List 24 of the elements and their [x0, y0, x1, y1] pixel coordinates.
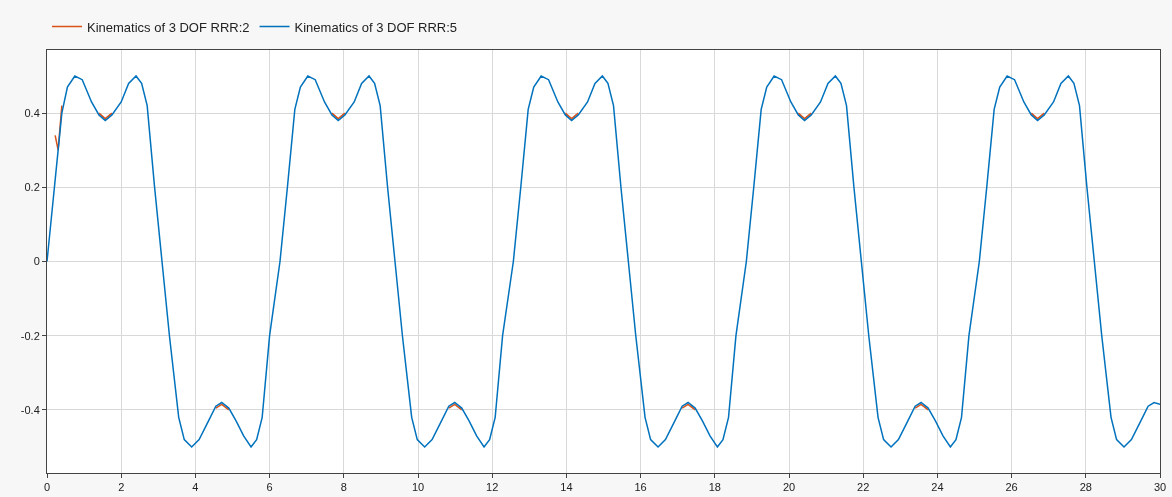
x-tick-label: 2: [118, 481, 125, 494]
y-tick-label: 0.4: [24, 106, 40, 119]
x-tick-label: 4: [192, 481, 199, 494]
x-tick-label: 24: [931, 481, 944, 494]
x-tick-label: 20: [782, 481, 796, 494]
x-tick-label: 6: [266, 481, 273, 494]
x-tick-label: 18: [708, 481, 721, 494]
legend-label: Kinematics of 3 DOF RRR:5: [294, 19, 458, 35]
y-tick-label: 0: [33, 255, 40, 268]
x-tick-label: 16: [634, 481, 647, 494]
x-tick-label: 10: [411, 481, 425, 494]
x-tick-label: 30: [1153, 481, 1167, 494]
x-tick-label: 12: [486, 481, 499, 494]
x-tick-label: 22: [857, 481, 870, 494]
line-series: [47, 75, 1160, 448]
y-tick-label: 0.2: [24, 181, 40, 194]
x-tick-label: 14: [560, 481, 573, 494]
y-tick-label: -0.2: [20, 329, 40, 342]
x-tick-label: 8: [340, 481, 347, 494]
x-tick-label: 28: [1079, 481, 1092, 494]
x-tick-label: 26: [1005, 481, 1018, 494]
legend-label: Kinematics of 3 DOF RRR:2: [87, 19, 250, 35]
x-tick-label: 0: [43, 481, 51, 494]
y-tick-label: -0.4: [20, 403, 40, 416]
